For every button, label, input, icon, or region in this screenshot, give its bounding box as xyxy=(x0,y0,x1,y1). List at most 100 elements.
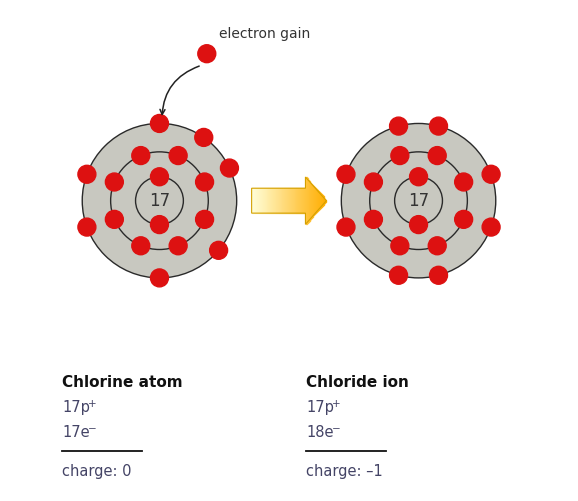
Circle shape xyxy=(132,237,150,255)
Circle shape xyxy=(410,168,428,186)
Circle shape xyxy=(482,165,500,183)
Polygon shape xyxy=(257,188,258,213)
Polygon shape xyxy=(258,188,259,213)
Text: 17p: 17p xyxy=(306,400,334,415)
Circle shape xyxy=(482,218,500,236)
Text: charge: 0: charge: 0 xyxy=(62,464,132,479)
Circle shape xyxy=(150,215,168,233)
Polygon shape xyxy=(301,188,302,213)
Text: Chlorine atom: Chlorine atom xyxy=(62,375,183,390)
Polygon shape xyxy=(288,188,289,213)
Circle shape xyxy=(78,165,96,183)
Polygon shape xyxy=(303,188,304,213)
Circle shape xyxy=(428,147,446,164)
Polygon shape xyxy=(261,188,262,213)
Polygon shape xyxy=(294,188,295,213)
Circle shape xyxy=(370,152,468,249)
Circle shape xyxy=(169,147,187,164)
Text: charge: –1: charge: –1 xyxy=(306,464,383,479)
Polygon shape xyxy=(286,188,287,213)
Polygon shape xyxy=(260,188,261,213)
Circle shape xyxy=(337,218,355,236)
Text: 17: 17 xyxy=(408,192,429,210)
Text: 18e: 18e xyxy=(306,425,334,440)
Polygon shape xyxy=(300,188,301,213)
Circle shape xyxy=(337,165,355,183)
Text: 17p: 17p xyxy=(62,400,90,415)
Polygon shape xyxy=(255,188,256,213)
Polygon shape xyxy=(299,188,300,213)
Polygon shape xyxy=(310,183,312,218)
Polygon shape xyxy=(284,188,286,213)
Polygon shape xyxy=(305,188,306,213)
Polygon shape xyxy=(278,188,279,213)
Circle shape xyxy=(150,168,168,186)
Text: −: − xyxy=(88,424,97,434)
Polygon shape xyxy=(269,188,271,213)
Polygon shape xyxy=(298,188,299,213)
Circle shape xyxy=(428,237,446,255)
Polygon shape xyxy=(280,188,281,213)
Polygon shape xyxy=(302,188,303,213)
Polygon shape xyxy=(314,187,315,214)
Polygon shape xyxy=(283,188,284,213)
Polygon shape xyxy=(281,188,283,213)
Text: +: + xyxy=(88,399,97,409)
Polygon shape xyxy=(319,192,320,209)
Circle shape xyxy=(390,267,407,284)
Polygon shape xyxy=(277,188,278,213)
Polygon shape xyxy=(254,188,255,213)
Circle shape xyxy=(395,177,442,224)
Polygon shape xyxy=(271,188,272,213)
Circle shape xyxy=(198,45,216,63)
Polygon shape xyxy=(292,188,294,213)
Text: Chloride ion: Chloride ion xyxy=(306,375,409,390)
Polygon shape xyxy=(297,188,298,213)
Circle shape xyxy=(390,117,407,135)
Circle shape xyxy=(132,147,150,164)
Text: electron gain: electron gain xyxy=(219,27,310,41)
Polygon shape xyxy=(313,186,314,215)
Polygon shape xyxy=(291,188,292,213)
Circle shape xyxy=(391,237,409,255)
Polygon shape xyxy=(262,188,263,213)
Polygon shape xyxy=(309,180,310,221)
Polygon shape xyxy=(324,198,325,203)
Circle shape xyxy=(110,152,208,249)
Polygon shape xyxy=(264,188,265,213)
Text: +: + xyxy=(332,399,341,409)
Polygon shape xyxy=(316,189,317,212)
Polygon shape xyxy=(295,188,297,213)
Polygon shape xyxy=(315,188,316,213)
Circle shape xyxy=(105,173,123,191)
Polygon shape xyxy=(266,188,268,213)
Polygon shape xyxy=(279,188,280,213)
Text: 17: 17 xyxy=(149,192,170,210)
Polygon shape xyxy=(312,185,313,216)
Polygon shape xyxy=(304,188,305,213)
Polygon shape xyxy=(256,188,257,213)
Polygon shape xyxy=(318,191,319,210)
Circle shape xyxy=(391,147,409,164)
Polygon shape xyxy=(268,188,269,213)
Circle shape xyxy=(342,123,496,278)
Polygon shape xyxy=(263,188,264,213)
Circle shape xyxy=(455,173,473,191)
Circle shape xyxy=(150,115,168,132)
Circle shape xyxy=(195,210,213,228)
Text: 17e: 17e xyxy=(62,425,90,440)
Circle shape xyxy=(169,237,187,255)
Polygon shape xyxy=(253,188,254,213)
Circle shape xyxy=(429,267,447,284)
Polygon shape xyxy=(323,196,324,205)
Polygon shape xyxy=(306,177,307,224)
Polygon shape xyxy=(321,194,322,207)
Polygon shape xyxy=(289,188,290,213)
Polygon shape xyxy=(273,188,274,213)
Circle shape xyxy=(195,128,213,146)
Circle shape xyxy=(210,241,228,260)
Polygon shape xyxy=(275,188,276,213)
Circle shape xyxy=(220,159,238,177)
Circle shape xyxy=(455,210,473,228)
Circle shape xyxy=(78,218,96,236)
